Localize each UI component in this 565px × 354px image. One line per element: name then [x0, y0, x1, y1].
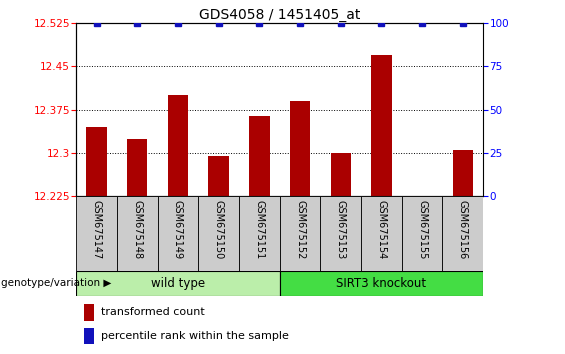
Bar	[76, 271, 280, 296]
Text: GSM675154: GSM675154	[376, 200, 386, 259]
Bar	[198, 196, 239, 271]
Text: GSM675155: GSM675155	[417, 200, 427, 259]
Bar	[371, 55, 392, 196]
Text: genotype/variation ▶: genotype/variation ▶	[1, 278, 111, 288]
Bar	[239, 196, 280, 271]
Bar	[331, 153, 351, 196]
Bar	[76, 196, 117, 271]
Bar	[453, 150, 473, 196]
Bar	[402, 196, 442, 271]
Text: transformed count: transformed count	[101, 308, 205, 318]
Bar	[249, 115, 270, 196]
Bar	[320, 196, 361, 271]
Bar	[280, 271, 483, 296]
Text: SIRT3 knockout: SIRT3 knockout	[336, 277, 427, 290]
Bar	[280, 196, 320, 271]
Text: GSM675156: GSM675156	[458, 200, 468, 259]
Text: GSM675151: GSM675151	[254, 200, 264, 259]
Bar	[127, 139, 147, 196]
Title: GDS4058 / 1451405_at: GDS4058 / 1451405_at	[199, 8, 360, 22]
Bar	[86, 127, 107, 196]
Bar	[208, 156, 229, 196]
Text: wild type: wild type	[151, 277, 205, 290]
Bar	[361, 196, 402, 271]
Text: GSM675147: GSM675147	[92, 200, 102, 259]
Bar	[117, 196, 158, 271]
Bar	[168, 95, 188, 196]
Bar	[290, 101, 310, 196]
Text: GSM675149: GSM675149	[173, 200, 183, 259]
Bar	[158, 196, 198, 271]
Text: GSM675152: GSM675152	[295, 200, 305, 259]
Text: GSM675153: GSM675153	[336, 200, 346, 259]
Text: GSM675148: GSM675148	[132, 200, 142, 259]
Bar	[84, 328, 94, 344]
Bar	[84, 304, 94, 321]
Bar	[442, 196, 483, 271]
Text: GSM675150: GSM675150	[214, 200, 224, 259]
Text: percentile rank within the sample: percentile rank within the sample	[101, 331, 289, 341]
